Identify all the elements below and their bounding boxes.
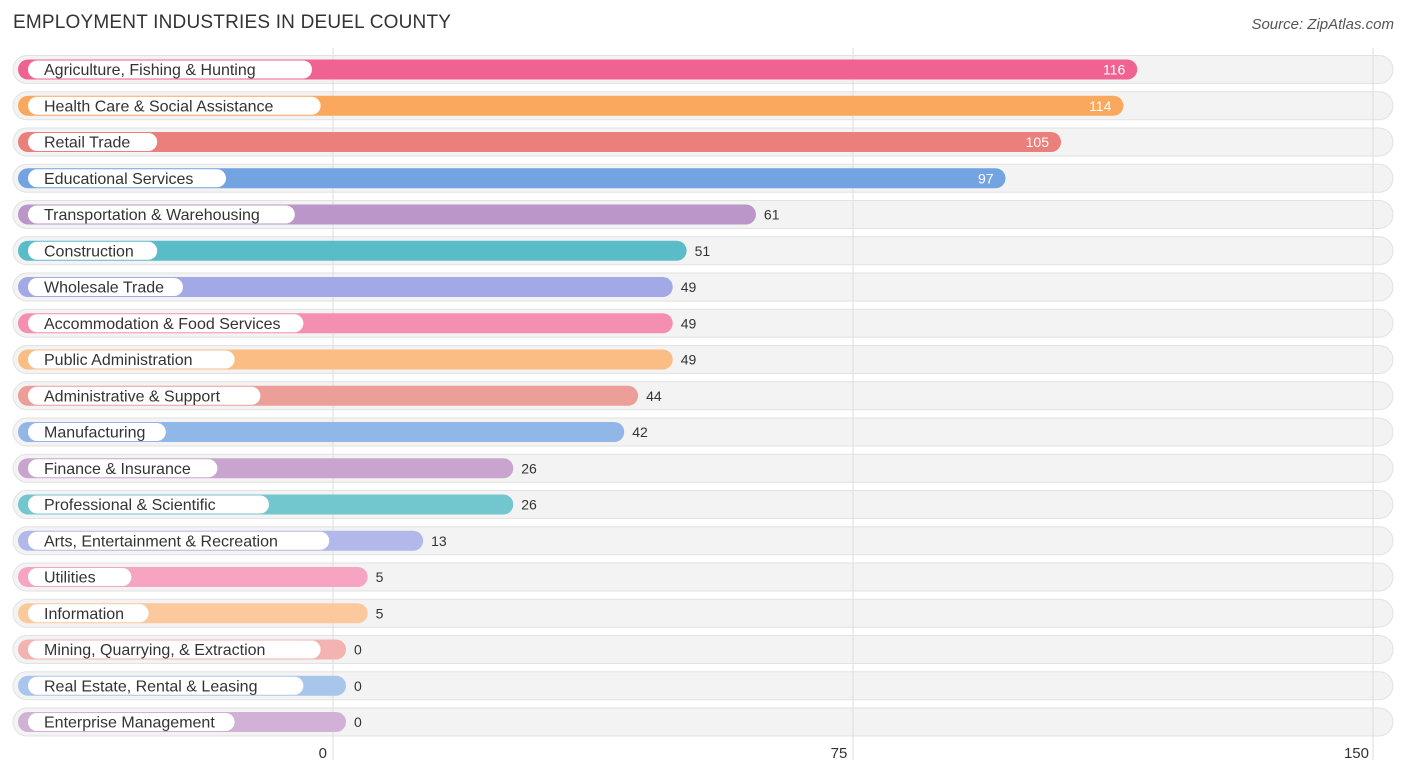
value-label: 5	[376, 605, 384, 621]
value-label: 105	[1026, 134, 1050, 150]
value-label: 49	[681, 352, 697, 368]
bar-group: Finance & Insurance 26	[18, 458, 537, 479]
bar-label-pill	[28, 568, 132, 586]
bar-label: Administrative & Support	[44, 388, 221, 405]
value-label: 61	[764, 207, 780, 223]
value-label: 13	[431, 533, 447, 549]
bar-label-pill	[28, 96, 321, 115]
bar-group: Agriculture, Fishing & Hunting 116	[18, 59, 1138, 80]
bar-group: Retail Trade 105	[18, 132, 1061, 152]
x-tick-label: 0	[319, 745, 327, 762]
bar-label-pill	[28, 60, 312, 79]
bar-group: Health Care & Social Assistance 114	[18, 95, 1124, 116]
bar-group: Wholesale Trade 49	[18, 277, 697, 297]
bar-label: Construction	[44, 243, 134, 260]
bar-group: Mining, Quarrying, & Extraction 0	[18, 639, 362, 660]
bar-label: Information	[44, 606, 124, 623]
row-background	[12, 671, 1394, 701]
bar-label: Accommodation & Food Services	[44, 316, 281, 333]
value-label: 97	[978, 170, 994, 186]
bar-label: Arts, Entertainment & Recreation	[44, 533, 278, 550]
bar-label-pill	[28, 133, 158, 151]
bar-label: Mining, Quarrying, & Extraction	[44, 642, 265, 659]
bar-label-pill	[28, 278, 183, 296]
bar-label: Utilities	[44, 570, 96, 587]
bar-group: Enterprise Management 0	[18, 712, 362, 732]
bar-label-pill	[28, 241, 158, 260]
bar-label: Educational Services	[44, 171, 193, 188]
value-label: 114	[1089, 98, 1112, 114]
bar-label-pill	[28, 531, 330, 550]
value-label: 49	[681, 279, 697, 295]
value-label: 49	[681, 315, 697, 331]
bar-group: Arts, Entertainment & Recreation 13	[18, 530, 447, 551]
bar-label-pill	[28, 423, 166, 441]
x-axis-ticks: 0 75 150	[319, 745, 1369, 762]
bar-group: Real Estate, Rental & Leasing 0	[18, 675, 362, 696]
bar	[18, 277, 673, 297]
bar-label: Enterprise Management	[44, 715, 215, 732]
bar-label: Transportation & Warehousing	[44, 207, 260, 224]
bar-label: Public Administration	[44, 352, 193, 369]
bar	[18, 240, 687, 261]
bar-group: Professional & Scientific 26	[18, 494, 537, 515]
bar-label-pill	[28, 314, 304, 333]
value-label: 5	[376, 569, 384, 585]
bar-label-pill	[28, 205, 295, 224]
value-label: 51	[695, 243, 711, 259]
value-label: 0	[354, 714, 362, 730]
bar-label-pill	[28, 169, 226, 188]
bar-group: Information 5	[18, 603, 384, 624]
value-label: 44	[646, 388, 662, 404]
bar-label: Health Care & Social Assistance	[44, 98, 274, 115]
bar-label: Retail Trade	[44, 135, 130, 152]
chart-title: EMPLOYMENT INDUSTRIES IN DEUEL COUNTY	[13, 12, 452, 33]
value-label: 26	[521, 460, 537, 476]
bar-group: Manufacturing 42	[18, 422, 648, 442]
row-background	[12, 635, 1394, 664]
bar	[18, 168, 1006, 189]
bar-label: Agriculture, Fishing & Hunting	[44, 62, 256, 79]
bar-label-pill	[28, 713, 235, 731]
bar-label: Wholesale Trade	[44, 280, 164, 297]
bar-group: Administrative & Support 44	[18, 385, 662, 406]
row-background	[12, 707, 1394, 737]
x-tick-label: 75	[831, 745, 848, 762]
bar-label: Professional & Scientific	[44, 497, 216, 514]
value-label: 0	[354, 642, 362, 658]
bar-group: Public Administration 49	[18, 349, 697, 370]
bar-label-pill	[28, 640, 321, 659]
bar-label-pill	[28, 604, 149, 623]
value-label: 26	[521, 497, 537, 513]
value-label: 116	[1103, 62, 1126, 78]
bars: Agriculture, Fishing & Hunting 116 Health …	[18, 59, 1138, 732]
bar-group: Accommodation & Food Services 49	[18, 313, 697, 334]
bar-group: Educational Services 97	[18, 168, 1006, 189]
bar	[18, 132, 1061, 152]
bar-label-pill	[28, 459, 218, 478]
bar	[18, 422, 625, 442]
value-label: 42	[632, 424, 648, 440]
bar-label-pill	[28, 386, 261, 405]
bar-label: Manufacturing	[44, 425, 145, 442]
bar-label: Real Estate, Rental & Leasing	[44, 678, 257, 695]
bar-group: Utilities 5	[18, 567, 384, 587]
bar-label-pill	[28, 495, 269, 514]
chart-source: Source: ZipAtlas.com	[1251, 16, 1394, 33]
bar-group: Transportation & Warehousing 61	[18, 204, 780, 225]
bar-group: Construction 51	[18, 240, 711, 261]
bar-label-pill	[28, 676, 304, 695]
bar-label: Finance & Insurance	[44, 461, 191, 478]
bar-label-pill	[28, 350, 235, 369]
x-tick-label: 150	[1344, 745, 1369, 762]
value-label: 0	[354, 678, 362, 694]
